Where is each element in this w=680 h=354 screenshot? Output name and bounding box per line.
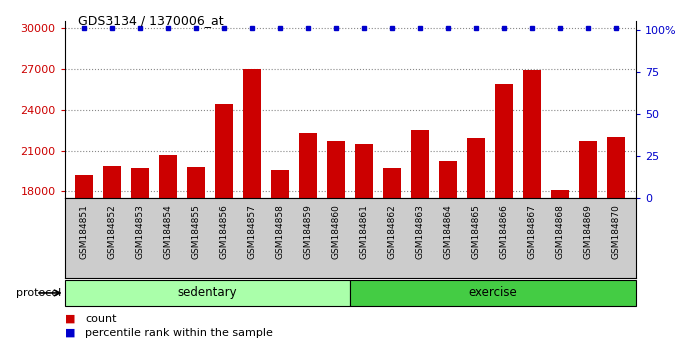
Bar — [131, 168, 150, 354]
Text: ■: ■ — [65, 328, 75, 338]
Bar — [75, 175, 93, 354]
Text: GSM184864: GSM184864 — [444, 205, 453, 259]
Text: GSM184858: GSM184858 — [275, 205, 285, 259]
Bar — [271, 170, 289, 354]
Text: GSM184867: GSM184867 — [528, 205, 537, 259]
Text: GSM184855: GSM184855 — [192, 205, 201, 259]
Text: GDS3134 / 1370006_at: GDS3134 / 1370006_at — [78, 14, 224, 27]
Bar — [523, 70, 541, 354]
Text: exercise: exercise — [469, 286, 517, 299]
Bar — [495, 84, 513, 354]
Text: GSM184853: GSM184853 — [136, 205, 145, 259]
Text: GSM184863: GSM184863 — [415, 205, 425, 259]
Bar — [467, 138, 486, 354]
Bar — [327, 141, 345, 354]
Text: GSM184861: GSM184861 — [360, 205, 369, 259]
Text: GSM184859: GSM184859 — [304, 205, 313, 259]
Text: GSM184869: GSM184869 — [583, 205, 593, 259]
Text: count: count — [85, 314, 116, 324]
Text: GSM184851: GSM184851 — [80, 205, 88, 259]
Bar — [383, 168, 401, 354]
Bar — [355, 144, 373, 354]
Text: GSM184856: GSM184856 — [220, 205, 228, 259]
Text: GSM184862: GSM184862 — [388, 205, 396, 259]
Bar — [439, 161, 458, 354]
Text: GSM184868: GSM184868 — [556, 205, 564, 259]
Bar — [65, 280, 350, 306]
Text: GSM184865: GSM184865 — [472, 205, 481, 259]
Bar — [551, 190, 569, 354]
Text: GSM184852: GSM184852 — [107, 205, 117, 259]
Text: GSM184860: GSM184860 — [332, 205, 341, 259]
Bar — [103, 166, 121, 354]
Text: percentile rank within the sample: percentile rank within the sample — [85, 328, 273, 338]
Bar — [607, 137, 626, 354]
Text: GSM184854: GSM184854 — [164, 205, 173, 259]
Text: sedentary: sedentary — [177, 286, 237, 299]
Bar — [215, 104, 233, 354]
Bar — [159, 155, 177, 354]
Bar — [299, 133, 318, 354]
Bar — [243, 69, 261, 354]
Text: protocol: protocol — [16, 288, 61, 298]
Bar — [187, 167, 205, 354]
Text: ■: ■ — [65, 314, 75, 324]
Bar — [350, 280, 636, 306]
Bar — [579, 141, 597, 354]
Text: GSM184857: GSM184857 — [248, 205, 257, 259]
Text: GSM184866: GSM184866 — [500, 205, 509, 259]
Bar — [411, 130, 429, 354]
Text: GSM184870: GSM184870 — [612, 205, 621, 259]
